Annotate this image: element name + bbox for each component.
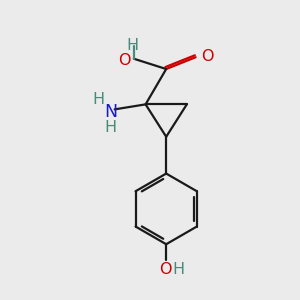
Text: H: H <box>172 262 184 277</box>
Text: H: H <box>105 119 117 134</box>
Text: O: O <box>159 262 172 277</box>
Text: O: O <box>201 49 213 64</box>
Text: N: N <box>104 103 117 121</box>
Text: H: H <box>126 38 138 53</box>
Text: H: H <box>92 92 104 107</box>
Text: O: O <box>118 53 130 68</box>
